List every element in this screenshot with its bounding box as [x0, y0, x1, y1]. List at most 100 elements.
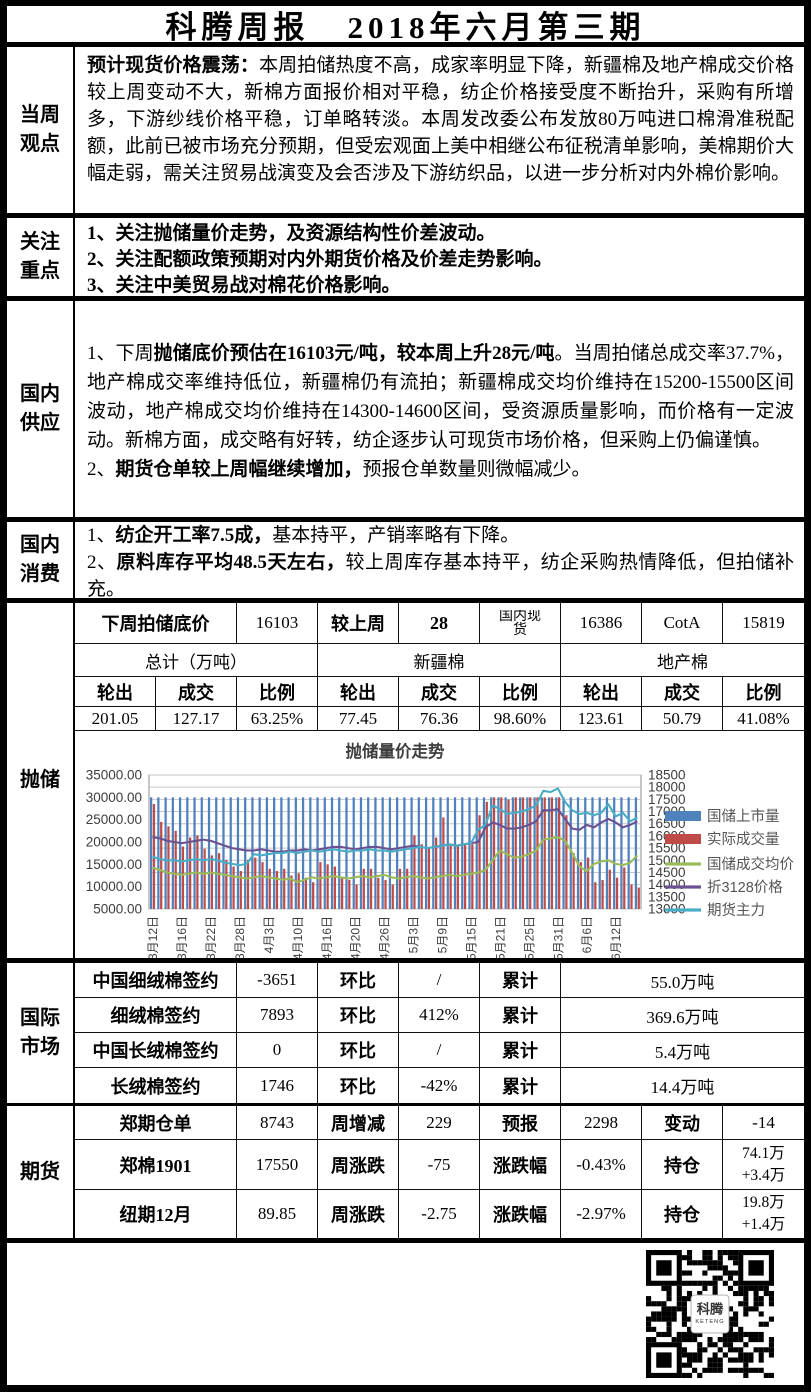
- paragraph: 1、纺企开工率7.5成，基本持平，产销率略有下降。: [87, 522, 794, 549]
- qr-module: [758, 1301, 764, 1307]
- bar-实际成交量: [232, 866, 235, 909]
- table-cell: 16103: [237, 603, 318, 644]
- bar-国储上市量: [359, 797, 363, 909]
- qr-module: [666, 1285, 672, 1291]
- domestic-consumption-text: 1、纺企开工率7.5成，基本持平，产销率略有下降。 2、原料库存平均48.5天左右…: [75, 522, 804, 600]
- qr-module: [748, 1337, 754, 1343]
- cell-text: -2.75: [421, 1204, 457, 1223]
- qr-module: [676, 1290, 682, 1297]
- qr-module: [768, 1301, 774, 1307]
- qr-finder: [748, 1260, 764, 1276]
- section-label-text: 国内 供应: [20, 383, 60, 434]
- bar-实际成交量: [254, 857, 257, 909]
- bar-国储上市量: [207, 797, 211, 909]
- qr-module: [692, 1331, 698, 1338]
- cell-text: 127.17: [172, 708, 220, 728]
- paragraph: 2、关注配额政策预期对内外期货价格及价差走势影响。: [87, 247, 794, 273]
- cell-text: 成交: [421, 682, 457, 703]
- cell-text: 轮出: [340, 682, 376, 703]
- qr-module: [712, 1290, 718, 1297]
- bar-国储上市量: [490, 797, 493, 909]
- section-label-domestic-consumption: 国内 消费: [7, 522, 75, 598]
- table-cell: 累计: [480, 1068, 561, 1103]
- table-cell: -0.43%: [561, 1140, 642, 1190]
- qr-module: [646, 1316, 652, 1322]
- section-label-text: 关注 重点: [20, 231, 60, 282]
- section-label-text: 国际 市场: [20, 1007, 60, 1058]
- qr-module: [758, 1347, 764, 1353]
- qr-module: [738, 1352, 744, 1358]
- table-cell: 76.36: [399, 707, 480, 731]
- bar-国储上市量: [150, 797, 153, 909]
- qr-module: [661, 1331, 667, 1338]
- bar-国储上市量: [258, 797, 261, 909]
- qr-module: [686, 1337, 693, 1343]
- table-cell: 63.25%: [237, 707, 318, 731]
- cell-text: 较上周: [331, 614, 385, 634]
- qr-module: [651, 1326, 657, 1332]
- international-market-table: 中国细绒棉签约 -3651 环比 / 累计 55.0万吨 细绒棉签约 7893 环比 412% 累计…: [75, 963, 804, 1103]
- qr-module: [686, 1260, 693, 1266]
- bar-国储上市量: [540, 797, 543, 909]
- qr-finder: [656, 1352, 672, 1368]
- qr-module: [697, 1331, 703, 1338]
- table-cell: 0: [237, 1033, 318, 1068]
- bar-实际成交量: [333, 866, 336, 909]
- paragraph-text: 1、: [87, 525, 116, 546]
- bar-国储上市量: [482, 797, 486, 909]
- bar-实际成交量: [297, 873, 300, 909]
- table-cell: 7893: [237, 998, 318, 1033]
- paragraph-text: 较上周库存基本持平，纺企采购热情降低，但拍储补充。: [87, 552, 794, 600]
- qr-module: [676, 1337, 682, 1343]
- table-cell: 下周拍储底价: [75, 603, 237, 644]
- cell-text: 周涨跌: [331, 1205, 385, 1225]
- cell-text: 8743: [260, 1112, 294, 1132]
- reserve-auction-chart: 35000.00 30000.00 25000.00 20000.00 15000.00…: [75, 731, 804, 960]
- bar-实际成交量: [435, 837, 438, 909]
- qr-module: [727, 1270, 734, 1276]
- qr-module: [758, 1337, 764, 1343]
- bar-实际成交量: [348, 879, 351, 909]
- section-label-text: 当周 观点: [20, 104, 60, 155]
- table-cell: /: [399, 963, 480, 998]
- qr-module: [681, 1306, 687, 1312]
- qr-module: [733, 1311, 739, 1317]
- cell-text: 16386: [579, 613, 623, 632]
- qr-module: [727, 1275, 734, 1281]
- x-axis-tick: 4月3日: [262, 916, 276, 953]
- qr-module: [702, 1270, 708, 1276]
- table-cell: 纽期12月: [75, 1190, 237, 1238]
- bar-实际成交量: [210, 855, 213, 909]
- bar-实际成交量: [478, 815, 481, 909]
- bar-国储上市量: [613, 797, 616, 909]
- line-国储成交均价: [152, 836, 639, 884]
- bar-实际成交量: [246, 859, 250, 909]
- bar-实际成交量: [304, 877, 308, 909]
- qr-module: [727, 1326, 734, 1332]
- qr-module: [722, 1265, 728, 1271]
- qr-module: [733, 1337, 739, 1343]
- right-axis-tick: 17500: [648, 792, 686, 807]
- qr-module: [738, 1337, 744, 1343]
- futures-body: 郑期仓单 8743 周增减 229 预报 2298 变动 -14 郑棉1901 17550 周涨跌 -…: [75, 1106, 804, 1238]
- cell-text: 55.0万吨: [650, 972, 715, 992]
- qr-module: [733, 1290, 739, 1297]
- x-axis-tick: 3月28日: [233, 916, 247, 958]
- qr-module: [738, 1285, 744, 1291]
- cell-text: 累计: [502, 1041, 538, 1061]
- qr-module: [666, 1296, 672, 1302]
- x-axis-tick: 3月22日: [204, 916, 218, 958]
- qr-module: [702, 1367, 708, 1373]
- qr-module: [748, 1306, 754, 1312]
- table-cell: 轮出: [318, 677, 399, 707]
- bar-实际成交量: [601, 879, 604, 909]
- section-label-international-market: 国际 市场: [7, 963, 75, 1103]
- qr-module: [717, 1265, 723, 1271]
- bar-实际成交量: [319, 862, 322, 909]
- bar-国储上市量: [591, 797, 594, 909]
- qr-module: [733, 1367, 739, 1373]
- table-cell: 中国细绒棉签约: [75, 963, 237, 998]
- bar-实际成交量: [217, 853, 221, 909]
- qr-module: [686, 1352, 693, 1358]
- cell-text: 17550: [255, 1154, 299, 1174]
